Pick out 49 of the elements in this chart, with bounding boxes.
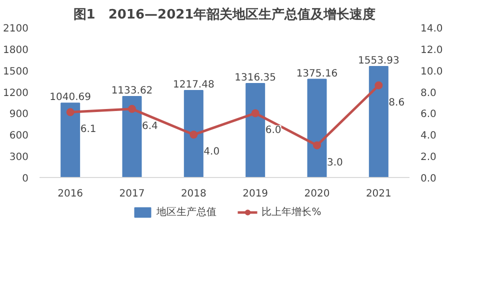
y2-tick-label: 14.0: [420, 24, 443, 34]
bar: [307, 78, 327, 178]
data-label: 1040.69: [50, 92, 92, 104]
data-label: 1375.16: [296, 68, 338, 80]
y-tick-label: 1800: [3, 44, 29, 56]
y2-tick-label: 10.0: [420, 66, 443, 78]
y2-tick-label: 2.0: [420, 152, 436, 164]
data-label: 1217.48: [172, 80, 214, 91]
data-label: 6.0: [265, 125, 282, 136]
y-tick-label: 1200: [3, 88, 29, 99]
legend-label: 地区生产总值: [156, 206, 217, 219]
data-label: 8.6: [388, 97, 405, 108]
bar: [122, 96, 142, 178]
bar: [246, 82, 266, 178]
y2-tick-label: 8.0: [420, 88, 436, 99]
x-tick-label: 2016: [58, 188, 84, 200]
y2-tick-label: 12.0: [420, 44, 443, 56]
point: [374, 81, 383, 90]
bar: [368, 66, 388, 178]
point: [251, 109, 260, 118]
data-label: 1133.62: [111, 86, 153, 97]
point: [313, 141, 321, 150]
data-label: 4.0: [204, 146, 220, 158]
y2-tick-label: 6.0: [420, 109, 436, 120]
data-label: 1316.35: [234, 72, 276, 84]
x-tick-label: 2017: [119, 188, 145, 200]
data-label: 6.4: [142, 120, 158, 132]
point: [190, 130, 198, 139]
bar: [60, 102, 80, 178]
y-tick-label: 0: [22, 174, 29, 184]
data-label: 6.1: [80, 124, 96, 136]
y-tick-label: 300: [9, 152, 29, 164]
bar: [184, 90, 204, 178]
data-label: 1553.93: [358, 56, 400, 67]
x-tick-label: 2018: [180, 188, 206, 200]
y2-tick-label: 0.0: [420, 174, 436, 184]
chart-title: 图1 2016—2021年韶关地区生产总值及增长速度: [73, 6, 376, 22]
y-tick-label: 900: [9, 109, 29, 120]
x-tick-label: 2020: [304, 188, 330, 200]
y-tick-label: 600: [9, 130, 29, 142]
point: [66, 108, 74, 116]
y-tick-label: 1500: [3, 66, 29, 78]
x-tick-label: 2019: [242, 188, 268, 200]
y-tick-label: 2100: [3, 24, 29, 34]
x-tick-label: 2021: [366, 188, 392, 200]
y2-tick-label: 4.0: [420, 130, 436, 142]
point: [128, 104, 136, 113]
data-label: 3.0: [327, 157, 343, 168]
legend-label: 比上年增长%: [262, 206, 322, 219]
